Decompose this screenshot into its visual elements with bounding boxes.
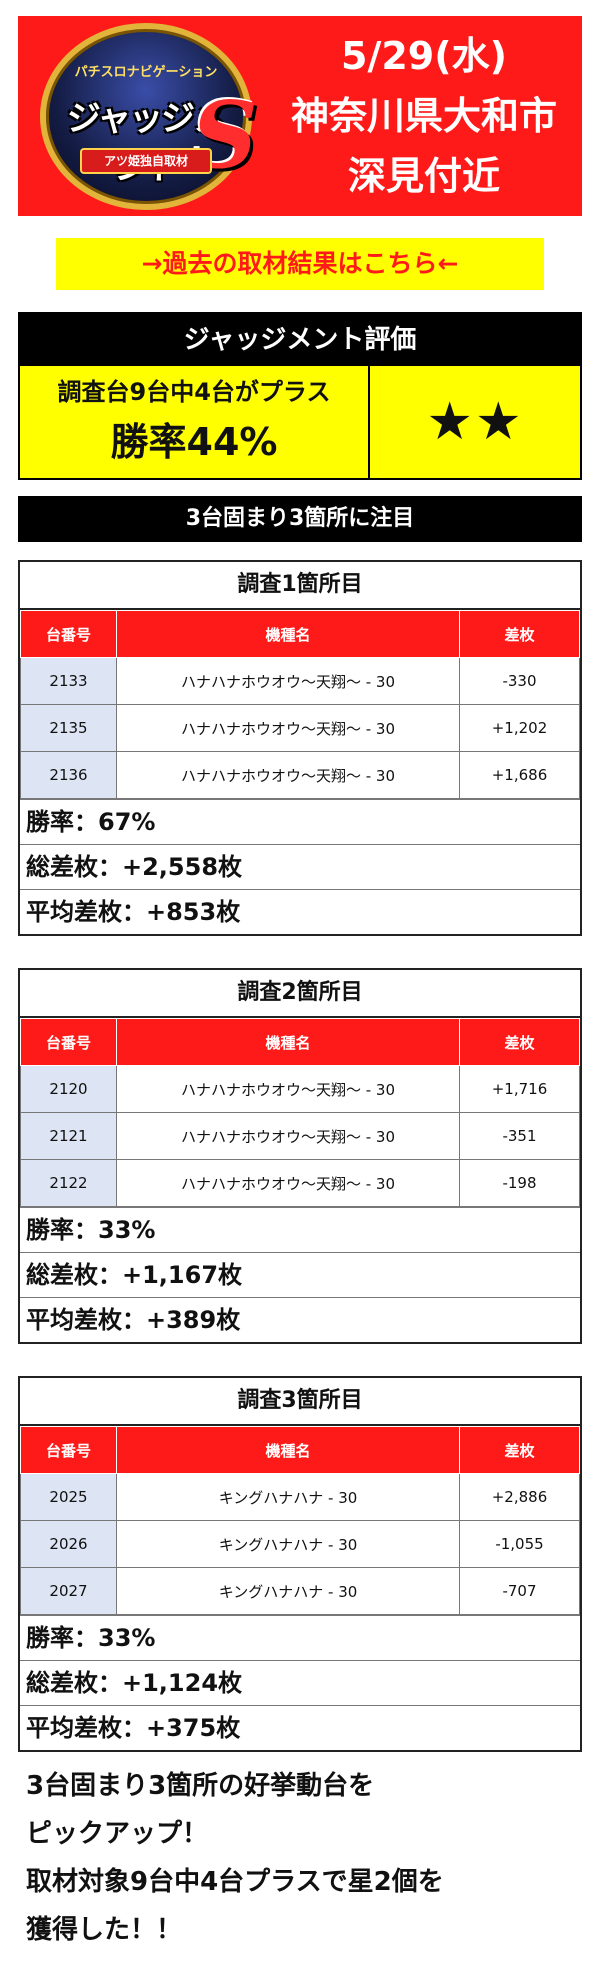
coin-diff: -330	[459, 657, 580, 705]
judgment-logo: パチスロナビゲーション ジャッジメント S アツ姫独自取材	[26, 22, 266, 210]
survey-block-2: 調査2箇所目 台番号 機種名 差枚 2120 ハナハナホウオウ～天翔～ - 30…	[18, 968, 582, 1344]
survey-table: 台番号 機種名 差枚 2025 キングハナハナ - 30 +2,886 2026…	[20, 1426, 580, 1615]
summary-text: 3台固まり3箇所の好挙動台を ピックアップ！ 取材対象9台中4台プラスで星2個を…	[26, 1762, 586, 1954]
coin-diff: -198	[459, 1159, 580, 1207]
header-info: 5/29(水) 神奈川県大和市 深見付近	[266, 26, 582, 206]
past-results-link[interactable]: →過去の取材結果はこちら←	[56, 238, 544, 290]
evaluation-box: ジャッジメント評価 調査台9台中4台がプラス 勝率44% ★★	[18, 312, 582, 480]
machine-model: ハナハナホウオウ～天翔～ - 30	[116, 704, 460, 752]
header-model: 機種名	[116, 1426, 460, 1474]
table-header-row: 台番号 機種名 差枚	[20, 1018, 580, 1066]
table-row: 2135 ハナハナホウオウ～天翔～ - 30 +1,202	[20, 704, 580, 752]
coin-diff: -351	[459, 1112, 580, 1160]
summary-line-3: 取材対象9台中4台プラスで星2個を	[26, 1867, 444, 1897]
table-row: 2026 キングハナハナ - 30 -1,055	[20, 1520, 580, 1568]
header-diff: 差枚	[459, 610, 580, 658]
machine-number: 2122	[20, 1159, 117, 1207]
coin-diff: +1,686	[459, 751, 580, 799]
machine-number: 2121	[20, 1112, 117, 1160]
coin-diff: -707	[459, 1567, 580, 1615]
table-row: 2121 ハナハナホウオウ～天翔～ - 30 -351	[20, 1112, 580, 1160]
summary-line-4: 獲得した！！	[26, 1915, 183, 1945]
machine-number: 2025	[20, 1473, 117, 1521]
survey-title: 調査1箇所目	[20, 562, 580, 610]
notice-bar: 3台固まり3箇所に注目	[18, 496, 582, 542]
survey-average-diff: 平均差枚：+853枚	[20, 889, 580, 934]
evaluation-win-rate: 勝率44%	[110, 420, 278, 464]
report-date: 5/29(水)	[341, 34, 507, 78]
table-row: 2133 ハナハナホウオウ～天翔～ - 30 -330	[20, 657, 580, 705]
survey-total-diff: 総差枚：+1,124枚	[20, 1660, 580, 1705]
header-banner: パチスロナビゲーション ジャッジメント S アツ姫独自取材 5/29(水) 神奈…	[18, 16, 582, 216]
survey-title: 調査3箇所目	[20, 1378, 580, 1426]
machine-model: ハナハナホウオウ～天翔～ - 30	[116, 1159, 460, 1207]
logo-emblem: パチスロナビゲーション ジャッジメント S アツ姫独自取材	[40, 22, 258, 210]
coin-diff: -1,055	[459, 1520, 580, 1568]
table-row: 2122 ハナハナホウオウ～天翔～ - 30 -198	[20, 1159, 580, 1207]
survey-win-rate: 勝率：67%	[20, 799, 580, 844]
machine-number: 2120	[20, 1065, 117, 1113]
table-header-row: 台番号 機種名 差枚	[20, 610, 580, 658]
location-area: 深見付近	[347, 154, 500, 198]
machine-number: 2027	[20, 1567, 117, 1615]
machine-number: 2026	[20, 1520, 117, 1568]
table-row: 2027 キングハナハナ - 30 -707	[20, 1567, 580, 1615]
survey-title: 調査2箇所目	[20, 970, 580, 1018]
summary-line-1: 3台固まり3箇所の好挙動台を	[26, 1771, 375, 1801]
coin-diff: +1,202	[459, 704, 580, 752]
survey-table: 台番号 機種名 差枚 2133 ハナハナホウオウ～天翔～ - 30 -330 2…	[20, 610, 580, 799]
survey-average-diff: 平均差枚：+375枚	[20, 1705, 580, 1750]
header-model: 機種名	[116, 1018, 460, 1066]
table-row: 2120 ハナハナホウオウ～天翔～ - 30 +1,716	[20, 1065, 580, 1113]
machine-number: 2133	[20, 657, 117, 705]
header-number: 台番号	[20, 610, 117, 658]
survey-total-diff: 総差枚：+1,167枚	[20, 1252, 580, 1297]
machine-model: ハナハナホウオウ～天翔～ - 30	[116, 1112, 460, 1160]
survey-block-1: 調査1箇所目 台番号 機種名 差枚 2133 ハナハナホウオウ～天翔～ - 30…	[18, 560, 582, 936]
survey-average-diff: 平均差枚：+389枚	[20, 1297, 580, 1342]
header-number: 台番号	[20, 1426, 117, 1474]
machine-number: 2135	[20, 704, 117, 752]
machine-model: キングハナハナ - 30	[116, 1567, 460, 1615]
machine-model: ハナハナホウオウ～天翔～ - 30	[116, 657, 460, 705]
survey-block-3: 調査3箇所目 台番号 機種名 差枚 2025 キングハナハナ - 30 +2,8…	[18, 1376, 582, 1752]
survey-total-diff: 総差枚：+2,558枚	[20, 844, 580, 889]
table-row: 2136 ハナハナホウオウ～天翔～ - 30 +1,686	[20, 751, 580, 799]
evaluation-title: ジャッジメント評価	[20, 314, 580, 366]
logo-subtitle: パチスロナビゲーション	[74, 64, 218, 80]
machine-model: ハナハナホウオウ～天翔～ - 30	[116, 751, 460, 799]
header-number: 台番号	[20, 1018, 117, 1066]
table-row: 2025 キングハナハナ - 30 +2,886	[20, 1473, 580, 1521]
survey-win-rate: 勝率：33%	[20, 1615, 580, 1660]
header-diff: 差枚	[459, 1018, 580, 1066]
machine-number: 2136	[20, 751, 117, 799]
survey-win-rate: 勝率：33%	[20, 1207, 580, 1252]
machine-model: キングハナハナ - 30	[116, 1473, 460, 1521]
location-city: 神奈川県大和市	[290, 94, 557, 138]
coin-diff: +2,886	[459, 1473, 580, 1521]
logo-ribbon: アツ姫独自取材	[80, 147, 212, 174]
summary-line-2: ピックアップ！	[26, 1819, 209, 1849]
survey-table: 台番号 機種名 差枚 2120 ハナハナホウオウ～天翔～ - 30 +1,716…	[20, 1018, 580, 1207]
machine-model: ハナハナホウオウ～天翔～ - 30	[116, 1065, 460, 1113]
header-diff: 差枚	[459, 1426, 580, 1474]
machine-model: キングハナハナ - 30	[116, 1520, 460, 1568]
evaluation-summary-cell: 調査台9台中4台がプラス 勝率44%	[20, 366, 370, 478]
evaluation-stars: ★★	[426, 392, 524, 452]
table-header-row: 台番号 機種名 差枚	[20, 1426, 580, 1474]
evaluation-summary: 調査台9台中4台がプラス	[57, 378, 331, 406]
header-model: 機種名	[116, 610, 460, 658]
evaluation-body: 調査台9台中4台がプラス 勝率44% ★★	[20, 366, 580, 478]
coin-diff: +1,716	[459, 1065, 580, 1113]
